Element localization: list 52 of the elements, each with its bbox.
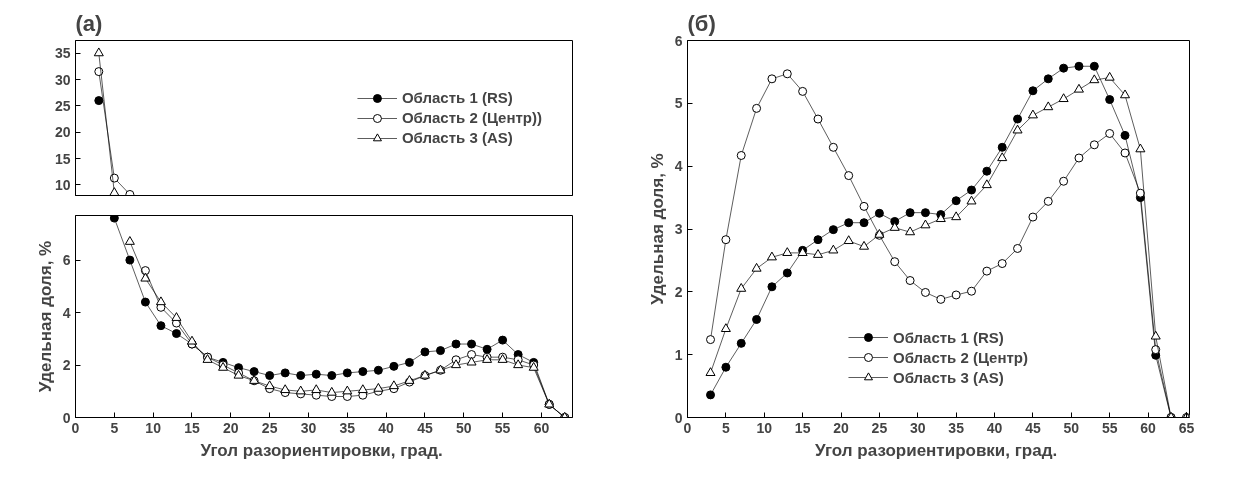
x-tick-label: 5 bbox=[110, 419, 119, 436]
x-tick-label: 60 bbox=[533, 419, 550, 436]
x-tick-label: 55 bbox=[1101, 419, 1118, 436]
x-tick-label: 40 bbox=[986, 419, 1003, 436]
y-tick-label: 25 bbox=[54, 97, 71, 114]
y-tick-label: 5 bbox=[674, 95, 683, 112]
y-tick-label: 35 bbox=[54, 45, 71, 62]
x-tick-label: 35 bbox=[339, 419, 356, 436]
legend-label: Область 2 (Центр)) bbox=[401, 109, 542, 126]
y-tick-label: 2 bbox=[62, 357, 71, 374]
y-tick-label: 4 bbox=[62, 304, 71, 321]
x-tick-label: 15 bbox=[184, 419, 200, 436]
x-tick-label: 20 bbox=[223, 419, 239, 436]
x-tick-label: 60 bbox=[1140, 419, 1157, 436]
x-tick-label: 20 bbox=[833, 419, 850, 436]
x-tick-label: 30 bbox=[300, 419, 317, 436]
y-tick-label: 20 bbox=[54, 124, 71, 141]
y-tick-label: 30 bbox=[54, 71, 71, 88]
x-tick-label: 55 bbox=[494, 419, 511, 436]
legend-label: Область 3 (AS) bbox=[401, 129, 513, 146]
x-tick-label: 25 bbox=[261, 419, 278, 436]
y-axis-title: Удельная доля, % bbox=[647, 153, 667, 305]
x-tick-label: 5 bbox=[721, 419, 730, 436]
x-tick-label: 10 bbox=[145, 419, 162, 436]
y-tick-label: 4 bbox=[674, 158, 683, 175]
x-tick-label: 50 bbox=[456, 419, 472, 436]
x-tick-label: 15 bbox=[794, 419, 811, 436]
legend-label: Область 3 (AS) bbox=[892, 368, 1004, 386]
x-tick-label: 50 bbox=[1063, 419, 1080, 436]
x-axis-title: Угол разориентировки, град. bbox=[200, 440, 443, 460]
x-axis-title: Угол разориентировки, град. bbox=[815, 440, 1058, 460]
y-tick-label: 3 bbox=[674, 221, 683, 237]
y-tick-label: 15 bbox=[54, 150, 71, 167]
x-tick-label: 10 bbox=[756, 419, 773, 436]
y-tick-label: 6 bbox=[674, 32, 683, 49]
chart-title: (a) bbox=[75, 10, 103, 36]
x-tick-label: 30 bbox=[909, 419, 926, 436]
legend-label: Область 2 (Центр) bbox=[892, 348, 1029, 366]
y-tick-label: 2 bbox=[674, 283, 683, 300]
x-tick-label: 35 bbox=[948, 419, 965, 436]
x-tick-label: 45 bbox=[1025, 419, 1041, 436]
chart-title: (б) bbox=[687, 10, 716, 36]
y-tick-label: 10 bbox=[54, 176, 71, 193]
x-tick-label: 65 bbox=[1178, 419, 1195, 436]
x-tick-label: 25 bbox=[871, 419, 888, 436]
y-tick-label: 6 bbox=[62, 252, 71, 269]
x-tick-label: 45 bbox=[417, 419, 433, 436]
x-tick-label: 40 bbox=[378, 419, 395, 436]
legend-label: Область 1 (RS) bbox=[401, 89, 513, 106]
y-tick-label: 1 bbox=[674, 346, 683, 363]
y-axis-title: Удельная доля, % bbox=[35, 240, 55, 393]
legend-label: Область 1 (RS) bbox=[892, 328, 1004, 346]
